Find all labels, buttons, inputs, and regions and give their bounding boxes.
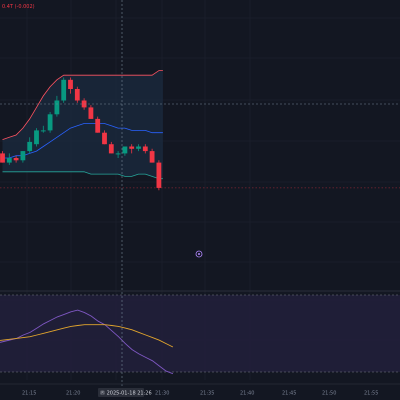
crosshair <box>0 0 400 388</box>
candle[interactable] <box>40 125 46 133</box>
candle-body <box>47 114 53 131</box>
candle[interactable] <box>6 153 12 165</box>
candle[interactable] <box>27 137 33 154</box>
time-tick-label: 21:45 <box>282 391 296 397</box>
time-tick-label: 21:30 <box>155 391 169 397</box>
candle[interactable] <box>20 151 26 163</box>
candle-body <box>156 162 162 188</box>
time-tick-label: 21:55 <box>364 391 378 397</box>
alert-marker-dot <box>198 253 200 255</box>
candle-body <box>149 151 155 163</box>
time-tick-label: 21:50 <box>322 391 336 397</box>
candle-body <box>6 158 12 163</box>
time-tick-label: 21:20 <box>66 391 80 397</box>
bollinger-upper-line <box>2 70 163 140</box>
candle-body <box>136 146 141 149</box>
crosshair-label-text: Ⓡ 2025-01-18 21:26 <box>100 390 152 397</box>
candle-body <box>115 153 121 155</box>
candle[interactable] <box>149 148 155 163</box>
candle-body <box>34 130 39 145</box>
candle[interactable] <box>88 105 94 119</box>
candle[interactable] <box>54 95 60 117</box>
candle-body <box>0 153 5 163</box>
time-tick-label: 21:15 <box>22 391 36 397</box>
candle-body <box>27 141 33 152</box>
oscillator-panel[interactable] <box>0 294 400 375</box>
candle[interactable] <box>129 144 135 154</box>
oscillator-band-fill <box>0 295 400 372</box>
time-tick-label: 21:40 <box>240 391 254 397</box>
candle-body <box>40 130 46 132</box>
candle-body <box>74 89 80 101</box>
candle[interactable] <box>95 116 101 133</box>
candle[interactable] <box>136 144 141 152</box>
candle[interactable] <box>47 112 53 133</box>
candle-body <box>13 158 19 161</box>
candle[interactable] <box>115 151 121 158</box>
crosshair-time-label: Ⓡ 2025-01-18 21:26 <box>98 388 152 397</box>
candle[interactable] <box>34 128 39 147</box>
oscillator-signal-line <box>0 324 174 348</box>
candle[interactable] <box>108 141 114 154</box>
candle[interactable] <box>102 130 107 145</box>
candle[interactable] <box>0 151 5 163</box>
alert-marker-icon[interactable] <box>195 250 203 258</box>
candle[interactable] <box>156 160 162 191</box>
candle-body <box>108 144 114 154</box>
oscillator-line <box>0 309 174 375</box>
alert-marker[interactable] <box>195 250 203 258</box>
candle[interactable] <box>13 155 19 163</box>
candle[interactable] <box>122 146 128 156</box>
candle[interactable] <box>74 86 80 103</box>
candle-body <box>20 151 26 161</box>
candle-body <box>129 146 135 149</box>
candle[interactable] <box>68 77 73 94</box>
candle-body <box>54 100 60 115</box>
candle[interactable] <box>142 144 148 154</box>
candle[interactable] <box>61 77 67 103</box>
crosshair-label-bg <box>98 388 144 397</box>
candle-body <box>102 132 107 145</box>
candle-body <box>95 118 101 133</box>
candle-body <box>88 107 94 119</box>
time-axis: 21:15 21:20 21:30 21:35 21:40 21:45 21:50 21:55 <box>0 383 400 397</box>
indicator-legend: 0.4T (-0.002) <box>2 4 35 10</box>
time-tick-label: 21:35 <box>200 391 214 397</box>
candle-body <box>122 146 128 154</box>
candle-body <box>61 79 67 101</box>
bollinger-lower-line <box>2 171 163 180</box>
candle-body <box>142 146 148 152</box>
candle-body <box>68 79 73 89</box>
